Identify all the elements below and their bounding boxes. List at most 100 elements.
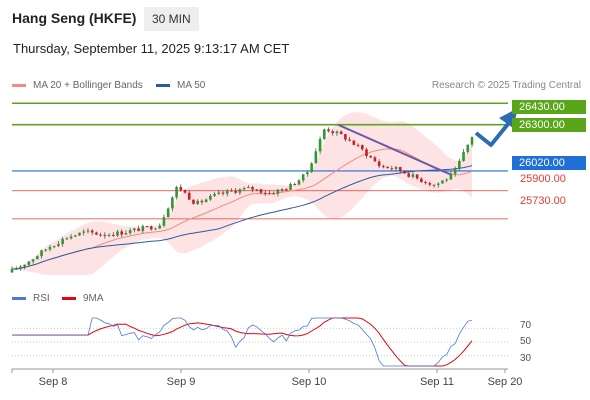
candle-body xyxy=(318,139,322,152)
candle-body xyxy=(86,230,90,232)
candle-body xyxy=(263,192,267,194)
candle-body xyxy=(280,189,284,191)
x-label-sep20: Sep 20 xyxy=(487,376,523,388)
candle-body xyxy=(120,231,124,235)
legend-ma9: 9MA xyxy=(62,293,104,304)
candle-body xyxy=(458,160,461,169)
candles xyxy=(10,127,474,273)
candle-body xyxy=(158,225,162,229)
candle-body xyxy=(154,228,157,230)
candle-body xyxy=(415,174,419,179)
x-axis xyxy=(11,368,508,373)
candle-body xyxy=(19,266,22,269)
rsi-label: RSI xyxy=(33,293,50,304)
projection-arrow xyxy=(474,122,510,147)
candle-body xyxy=(407,173,410,177)
trendline xyxy=(337,123,451,176)
candle-body xyxy=(272,193,275,195)
candle-body xyxy=(470,137,474,145)
ma50-label: MA 50 xyxy=(177,80,206,91)
candle-body xyxy=(432,184,436,186)
timeframe-badge[interactable]: 30 MIN xyxy=(144,7,199,31)
rsi-level-50: 50 xyxy=(520,336,532,347)
rsi-ma9-line xyxy=(12,317,473,367)
rsi-line xyxy=(12,317,473,367)
x-label-sep8: Sep 8 xyxy=(38,376,68,388)
candle-body xyxy=(356,144,360,146)
rsi-panel xyxy=(12,317,508,367)
candle-body xyxy=(339,131,343,135)
candle-body xyxy=(74,235,77,237)
candle-body xyxy=(137,228,140,232)
candle-body xyxy=(259,189,263,193)
x-label-sep9: Sep 9 xyxy=(166,376,196,388)
candle-body xyxy=(255,189,259,191)
legend-ma50: MA 50 xyxy=(156,80,205,91)
candle-body xyxy=(44,249,48,251)
candle-body xyxy=(335,131,339,134)
x-label-sep11: Sep 11 xyxy=(419,376,455,388)
candle-body xyxy=(40,250,43,257)
ma50-line xyxy=(12,165,473,270)
candle-body xyxy=(285,189,288,191)
candle-body xyxy=(327,129,330,132)
candle-body xyxy=(99,234,102,236)
x-label-sep10: Sep 10 xyxy=(291,376,327,388)
candle-body xyxy=(10,268,14,273)
candle-body xyxy=(348,139,351,141)
ma9-label: 9MA xyxy=(83,293,104,304)
support-1-label: 25900.00 xyxy=(520,173,566,185)
candle-body xyxy=(82,231,86,233)
candle-body xyxy=(390,168,394,170)
candle-body xyxy=(344,134,347,140)
candle-body xyxy=(331,131,335,134)
candle-body xyxy=(225,190,229,194)
rsi-level-30: 30 xyxy=(520,353,532,364)
candle-body xyxy=(204,199,208,203)
candle-body xyxy=(78,232,81,236)
candle-body xyxy=(192,199,195,204)
candle-body xyxy=(111,234,115,236)
candle-body xyxy=(124,233,128,235)
candle-body xyxy=(116,231,119,236)
candle-body xyxy=(314,151,318,164)
candle-body xyxy=(436,183,440,185)
candle-body xyxy=(251,187,254,190)
rsi-swatch xyxy=(12,297,26,300)
resistance-1-tag: 26300.00 xyxy=(512,118,586,132)
candle-body xyxy=(128,230,132,234)
candle-body xyxy=(48,247,52,250)
candle-body xyxy=(238,189,242,193)
legend-rsi: RSI xyxy=(12,293,50,304)
candle-body xyxy=(449,173,453,180)
candle-body xyxy=(107,234,111,236)
candle-body xyxy=(217,192,221,194)
legend-ma20: MA 20 + Bollinger Bands xyxy=(12,80,143,91)
candle-body xyxy=(310,163,313,173)
candle-body xyxy=(428,183,432,185)
candle-body xyxy=(293,183,297,185)
candle-body xyxy=(289,183,292,190)
candle-body xyxy=(453,168,457,174)
candle-body xyxy=(242,188,246,190)
candle-body xyxy=(36,256,39,260)
candle-body xyxy=(103,234,107,236)
candle-body xyxy=(213,193,216,196)
candle-body xyxy=(301,174,305,181)
candle-body xyxy=(403,170,406,174)
candle-body xyxy=(52,246,56,248)
ma20-label: MA 20 + Bollinger Bands xyxy=(33,80,143,91)
candle-body xyxy=(352,140,356,145)
candle-body xyxy=(31,259,35,262)
candle-body xyxy=(230,190,233,192)
candle-body xyxy=(141,226,145,232)
resistance-2-tag: 26430.00 xyxy=(512,100,586,114)
candle-body xyxy=(179,186,183,191)
support-2-label: 25730.00 xyxy=(520,195,566,207)
last-price-tag: 26020.00 xyxy=(512,156,586,170)
candle-body xyxy=(441,180,444,184)
candle-body xyxy=(360,145,364,150)
candle-body xyxy=(175,186,178,198)
